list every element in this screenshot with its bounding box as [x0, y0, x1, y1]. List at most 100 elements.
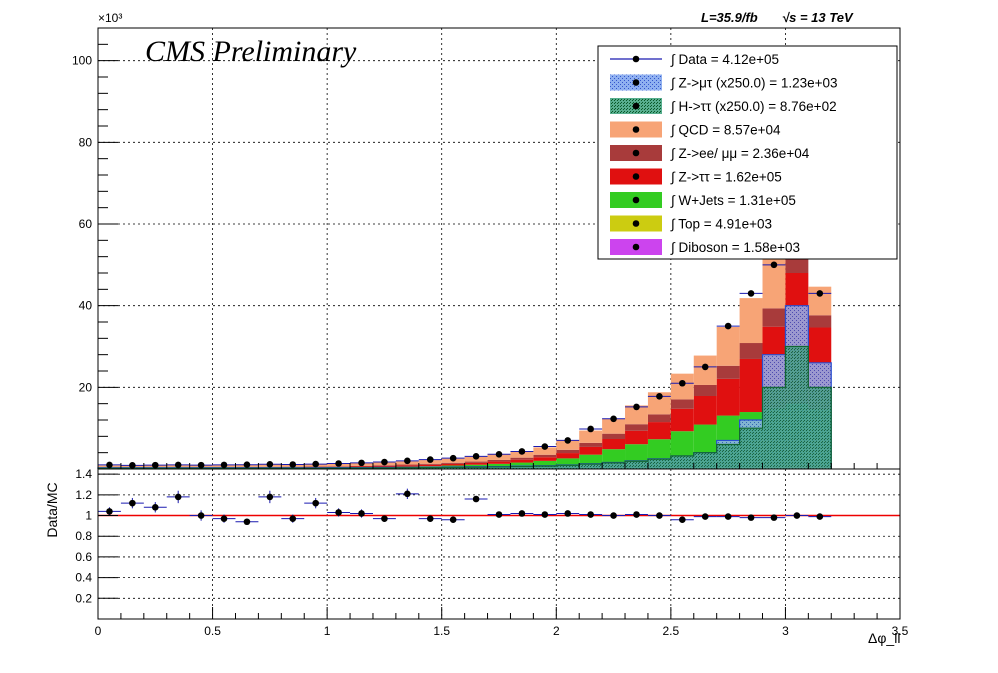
h_tautau-bar	[464, 467, 488, 469]
data-point	[633, 403, 640, 411]
legend-marker-dot	[632, 55, 640, 63]
legend-marker-dot	[632, 126, 640, 133]
legend-marker-dot	[632, 220, 640, 227]
legend-label: ∫ Z->ττ = 1.62e+05	[670, 170, 782, 185]
ratio-point	[587, 511, 594, 518]
legend-label: ∫ H->ττ (x250.0) = 8.76e+02	[670, 99, 837, 114]
x-tick-label: 1	[324, 624, 331, 638]
h_tautau-bar	[602, 462, 626, 469]
z_eemumu-bar	[487, 459, 511, 462]
z_eemumu-bar	[670, 399, 694, 409]
data-point	[220, 461, 228, 469]
h_tautau-bar	[785, 346, 809, 469]
ratio-y-tick-label: 1.4	[75, 467, 92, 481]
z_eemumu-bar	[716, 365, 740, 379]
ratio-point	[701, 513, 709, 520]
ratio-point	[793, 512, 801, 519]
legend-marker-dot	[632, 196, 640, 204]
ratio-y-tick-label: 1.2	[75, 488, 92, 502]
z_eemumu-bar	[395, 464, 419, 466]
y-tick-label: 60	[79, 217, 93, 231]
data-point	[610, 415, 617, 423]
ratio-point	[174, 493, 182, 501]
data-point	[381, 458, 388, 466]
data-point	[679, 379, 686, 387]
ratio-point	[724, 513, 732, 520]
ratio-point	[358, 510, 365, 517]
h_tautau-bar	[395, 467, 419, 469]
qcd-bar	[602, 418, 626, 434]
z_tautau-bar	[510, 459, 534, 463]
cms-preliminary-label: CMS Preliminary	[145, 35, 357, 68]
legend-marker-dot	[632, 243, 640, 251]
z_tautau-bar	[579, 446, 603, 455]
data-point	[426, 456, 434, 463]
z_eemumu-bar	[625, 424, 648, 431]
legend-item-data: ∫ Data = 4.12e+05	[610, 52, 779, 67]
ratio-y-axis-title: Data/MC	[44, 482, 60, 537]
legend-item-qcd: ∫ QCD = 8.57e+04	[610, 121, 781, 138]
legend-item-top: ∫ Top = 4.91e+03	[610, 215, 772, 232]
data-point	[243, 461, 251, 469]
ratio-point	[518, 510, 526, 517]
z_tautau-bar	[647, 422, 671, 440]
ratio-y-tick-label: 1	[85, 509, 92, 523]
y-tick-label: 80	[79, 135, 93, 149]
data-point	[518, 448, 526, 455]
main-y-axis: 20 40 60 80 100	[72, 43, 118, 454]
w_jets-bar	[533, 460, 557, 469]
ratio-axes: 0.2 0.4 0.6 0.8 1 1.2 1.4 0 0.5 1 1.5 2 2.5 3 3.5	[75, 463, 909, 638]
data-point	[174, 461, 182, 469]
h_tautau-bar	[418, 467, 442, 469]
z_tautau-bar	[625, 430, 648, 445]
legend-item-z_eemumu: ∫ Z->ee/ μμ = 2.36e+04	[610, 145, 810, 161]
x-tick-label: 2	[553, 624, 560, 638]
z_tautau-bar	[739, 358, 763, 413]
legend-marker-dot	[632, 173, 640, 180]
z_eemumu-bar	[739, 343, 763, 359]
legend-label: ∫ W+Jets = 1.31e+05	[670, 193, 796, 208]
qcd-bar	[579, 430, 603, 443]
y-exponent-label: ×10³	[98, 11, 122, 25]
legend-item-z_mutau: ∫ Z->μτ (x250.0) = 1.23e+03	[610, 74, 838, 91]
ratio-point	[770, 514, 778, 521]
data-point	[289, 461, 297, 468]
legend-marker-dot	[632, 102, 640, 110]
z_eemumu-bar	[418, 463, 442, 465]
data-point	[404, 457, 411, 465]
z_tautau-bar	[395, 465, 419, 467]
ratio-point	[106, 508, 113, 515]
x-tick-label: 3	[782, 624, 789, 638]
h_tautau-bar	[441, 467, 465, 469]
qcd-bar	[739, 298, 763, 344]
ratio-point	[564, 510, 572, 517]
data-point	[312, 460, 319, 468]
qcd-bar	[693, 355, 717, 385]
y-tick-label: 100	[72, 54, 92, 68]
legend-label: ∫ Diboson = 1.58e+03	[670, 240, 800, 255]
z_eemumu-bar	[808, 315, 832, 328]
z_eemumu-bar	[693, 384, 717, 396]
x-tick-label: 1.5	[433, 624, 450, 638]
ratio-point	[747, 514, 755, 521]
z_eemumu-bar	[464, 461, 488, 463]
ratio-point	[816, 513, 824, 520]
data-point	[724, 322, 732, 330]
z_tautau-bar	[693, 395, 717, 425]
legend-item-w_jets: ∫ W+Jets = 1.31e+05	[610, 192, 796, 208]
z_eemumu-bar	[602, 433, 626, 439]
x-axis-title: Δφ_ll	[868, 630, 900, 646]
ratio-point	[289, 515, 297, 522]
data-point	[587, 425, 594, 433]
data-point	[197, 461, 205, 469]
data-point	[656, 393, 663, 400]
ratio-points	[98, 488, 832, 526]
data-point	[335, 460, 342, 467]
ratio-point	[679, 516, 686, 523]
z_tautau-bar	[670, 408, 694, 432]
data-point	[747, 290, 755, 297]
h_tautau-bar	[510, 466, 534, 469]
ratio-y-tick-label: 0.6	[75, 550, 92, 564]
h_tautau-bar	[739, 428, 763, 469]
ratio-point	[472, 495, 480, 503]
